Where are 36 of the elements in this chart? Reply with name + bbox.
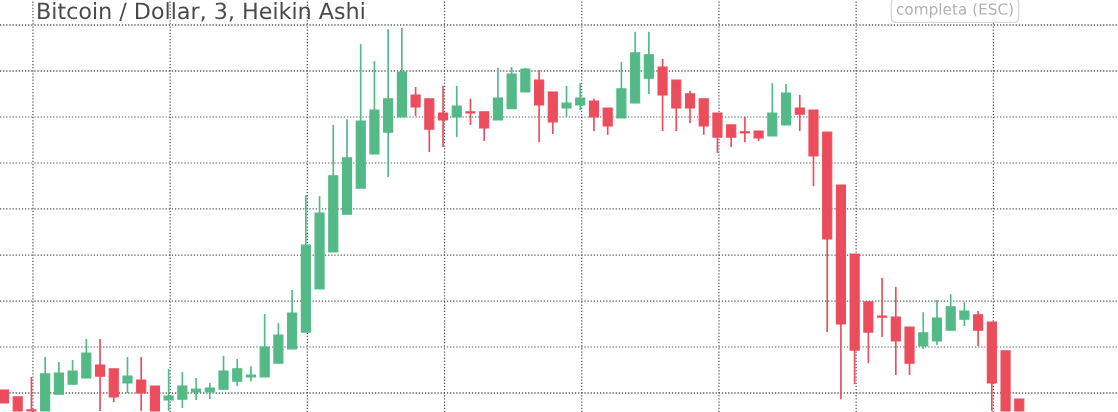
candlestick [177, 371, 188, 409]
candlestick [465, 98, 476, 126]
candlestick [931, 299, 943, 346]
candlestick [26, 376, 37, 412]
candlestick [588, 98, 600, 132]
candlestick [53, 361, 64, 395]
candlestick [643, 30, 654, 95]
candlestick [575, 82, 586, 111]
candlestick [492, 66, 504, 121]
candlestick [479, 111, 490, 142]
candlestick [739, 116, 750, 143]
candlestick [945, 293, 956, 332]
candlestick [973, 310, 984, 347]
candlestick [451, 84, 462, 138]
candlestick [520, 66, 531, 93]
candlestick [918, 311, 929, 350]
candlestick [561, 84, 572, 118]
candlestick [94, 338, 106, 412]
candlestick [726, 124, 737, 148]
candlestick [767, 82, 778, 137]
candlestick [218, 355, 229, 391]
text: completa (ESC) [896, 3, 1013, 18]
candlestick [876, 277, 888, 338]
candlestick [890, 286, 901, 376]
candlestick [232, 358, 243, 387]
candlestick [136, 356, 147, 412]
chart-title: Bitcoin / Dollar, 3, Heikin Ashi [38, 2, 364, 22]
candlestick [410, 86, 421, 117]
candlestick [437, 84, 449, 148]
candlestick [684, 89, 696, 124]
candlestick [602, 107, 613, 136]
candlestick [122, 356, 133, 394]
candlestick [794, 94, 805, 132]
candlestick [959, 301, 970, 327]
candlestick [163, 368, 174, 412]
candlestick [67, 359, 78, 386]
